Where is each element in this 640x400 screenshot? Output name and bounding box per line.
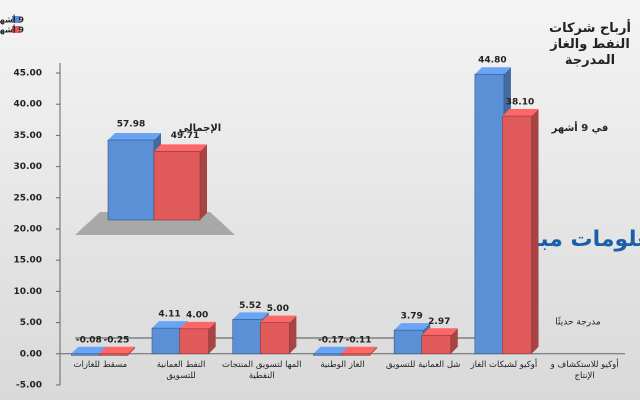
x-tick-label: الغاز الوطنية (320, 360, 365, 370)
value-label: 2.97 (428, 317, 450, 327)
x-tick-label: المها لتسويق المنتجات النفطية (222, 360, 302, 381)
bar (260, 322, 290, 355)
bar (71, 353, 101, 356)
value-label: 5.52 (239, 301, 261, 311)
x-tick-label: مسقط للغازات (73, 360, 128, 370)
bar-side (200, 144, 207, 220)
bar-top (260, 315, 297, 323)
y-tick-label: 20.00 (14, 225, 42, 235)
bar-top (71, 346, 108, 354)
y-tick-label: 10.00 (14, 287, 42, 297)
legend-label: 9 أشهر 2023 (0, 15, 24, 25)
y-tick-label: 25.00 (14, 193, 42, 203)
total-label: الإجمالي (179, 123, 221, 134)
bar-top (154, 144, 207, 152)
legend-swatch (12, 16, 20, 23)
bar (421, 334, 452, 355)
bar-top (341, 346, 378, 354)
legend-swatch (12, 26, 20, 33)
bar-top (394, 323, 431, 331)
bar (393, 329, 424, 355)
value-label: 38.10 (506, 98, 534, 108)
bar (179, 328, 209, 355)
bar-side (531, 109, 539, 354)
x-tick-label: النفط العمانية للتسويق (156, 360, 206, 381)
bar (502, 115, 532, 355)
y-tick-label: 5.00 (20, 318, 42, 328)
y-tick-label: 35.00 (14, 131, 42, 141)
bar (474, 73, 505, 355)
total-value-label: 49.71 (171, 131, 199, 141)
bar (153, 151, 201, 221)
bar (340, 353, 371, 356)
y-tick-label: 15.00 (14, 256, 42, 266)
bar-top (313, 346, 350, 354)
bar (107, 139, 155, 221)
y-tick-label: 30.00 (14, 162, 42, 172)
bar-side (127, 346, 135, 356)
bar-top (421, 328, 458, 336)
bar-top (179, 321, 216, 329)
bar (313, 353, 343, 356)
value-label: 4.00 (186, 310, 208, 320)
value-label: 4.11 (158, 310, 180, 320)
bar-top (474, 67, 511, 75)
y-tick-label: 40.00 (14, 100, 42, 110)
legend-label: 9 أشهر 2024 (0, 25, 24, 35)
bar-top (502, 109, 539, 117)
bar-top (152, 321, 189, 329)
value-label: -0.25 (103, 335, 129, 345)
bar-side (289, 315, 297, 354)
x-tick-label: أوكيو لشبكات الغاز (470, 360, 538, 370)
bar-side (450, 328, 458, 354)
bar-top (98, 346, 135, 354)
y-tick-label: -5.00 (16, 381, 42, 391)
x-tick-label: شل العمانية للتسويق (385, 360, 461, 370)
bar-side (370, 346, 378, 356)
value-label: 5.00 (267, 304, 289, 314)
x-tick-label: أوكيو للاستكشاف و الإنتاج (550, 360, 619, 381)
value-label: -0.11 (346, 335, 372, 345)
y-tick-label: 45.00 (14, 69, 42, 79)
total-value-label: 57.98 (117, 120, 145, 130)
bar (151, 327, 182, 355)
chart-title: أرباح شركات النفط والغاز المدرجة (549, 19, 631, 68)
bar (232, 319, 263, 355)
bar (98, 353, 129, 356)
subtitle: في 9 أشهر (551, 121, 609, 134)
bar-side (208, 321, 216, 354)
bar-top (232, 312, 269, 320)
value-label: 44.80 (478, 56, 506, 66)
bar-top (108, 133, 161, 140)
value-label: 3.79 (401, 312, 423, 322)
annotation: مدرجة حديثًا (555, 316, 601, 327)
y-tick-label: 0.00 (20, 349, 42, 359)
value-label: -0.17 (318, 335, 344, 345)
value-label: -0.08 (76, 335, 102, 345)
